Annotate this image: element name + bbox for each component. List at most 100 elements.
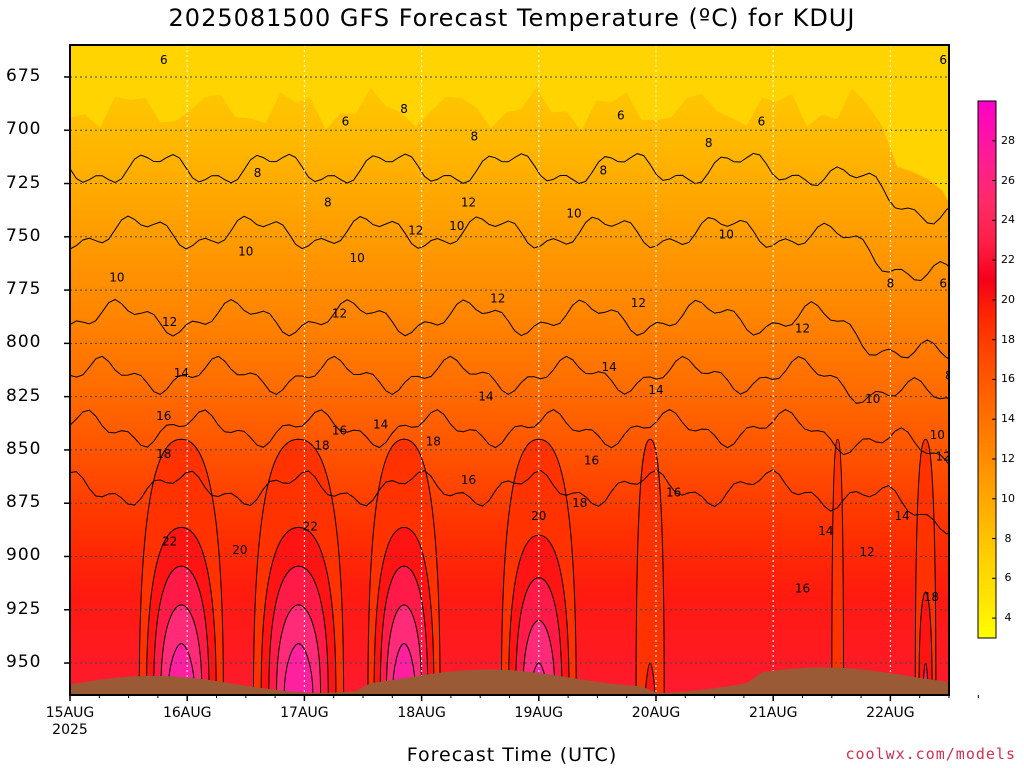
contour-label: 14 bbox=[894, 509, 909, 523]
contour-label: 8 bbox=[400, 102, 408, 116]
contour-label: 18 bbox=[156, 447, 171, 461]
contour-label: 14 bbox=[478, 390, 493, 404]
x-tick-label: 22AUG bbox=[866, 705, 915, 721]
x-tick-label: 20AUG bbox=[631, 705, 681, 721]
contour-label: 14 bbox=[174, 366, 189, 380]
colorbar-label: 8 bbox=[1004, 531, 1012, 545]
warm-core-6-20 bbox=[918, 591, 933, 695]
contour-label: 12 bbox=[859, 545, 874, 559]
contour-label: 6 bbox=[160, 53, 168, 67]
colorbar-label: 24 bbox=[1001, 213, 1015, 227]
contour-label: 6 bbox=[342, 115, 350, 129]
warm-core-4-18 bbox=[635, 438, 665, 695]
y-tick-label: 675 bbox=[6, 65, 42, 86]
warm-core-1-26 bbox=[283, 643, 314, 695]
colorbar-label: 12 bbox=[1001, 452, 1015, 465]
contour-label: 10 bbox=[930, 428, 945, 442]
contour-label: 18 bbox=[924, 590, 939, 604]
contour-label: 8 bbox=[471, 130, 479, 144]
contour-label: 22 bbox=[162, 535, 177, 549]
colorbar-label: 6 bbox=[1004, 571, 1012, 585]
contour-label: 12 bbox=[631, 296, 646, 310]
contour-label: 8 bbox=[887, 277, 895, 291]
contour-label: 6 bbox=[617, 108, 625, 122]
colorbar-label: 26 bbox=[1001, 173, 1015, 187]
contour-label: 20 bbox=[531, 509, 546, 523]
contour-label: 10 bbox=[449, 219, 464, 233]
y-tick-label: 925 bbox=[6, 598, 42, 619]
y-tick-label: 700 bbox=[6, 119, 42, 140]
colorbar-label: 10 bbox=[1001, 491, 1015, 505]
contour-line-8 bbox=[70, 152, 949, 225]
contour-label: 8 bbox=[705, 136, 713, 150]
contour-line-18 bbox=[70, 469, 949, 535]
contour-label: 14 bbox=[988, 648, 1003, 662]
contour-label: 6 bbox=[939, 53, 947, 67]
y-tick-label: 750 bbox=[6, 225, 42, 246]
colorbar-label: 22 bbox=[1001, 253, 1015, 267]
contour-label: 10 bbox=[865, 392, 880, 406]
contour-label: 22 bbox=[303, 520, 318, 534]
colorbar bbox=[977, 100, 997, 639]
contour-label: 12 bbox=[461, 196, 476, 210]
contour-label: 16 bbox=[666, 486, 681, 500]
terrain bbox=[70, 667, 949, 695]
contour-label: 8 bbox=[254, 166, 262, 180]
contour-label: 10 bbox=[349, 251, 364, 265]
contour-label: 8 bbox=[945, 368, 953, 382]
contour-line-14 bbox=[70, 355, 949, 404]
contour-label: 18 bbox=[426, 434, 441, 448]
x-tick-label: 21AUG bbox=[748, 705, 798, 721]
x-tick-label: 19AUG bbox=[514, 705, 564, 721]
contour-label: 12 bbox=[408, 223, 423, 237]
contour-label: 12 bbox=[332, 307, 347, 321]
colorbar-label: 28 bbox=[1001, 133, 1015, 147]
y-tick-label: 800 bbox=[6, 332, 42, 353]
y-tick-label: 900 bbox=[6, 545, 42, 566]
y-tick-label: 725 bbox=[6, 172, 42, 193]
contour-line-10 bbox=[70, 215, 949, 282]
x-axis-title: Forecast Time (UTC) bbox=[406, 744, 618, 766]
contour-label: 12 bbox=[162, 315, 177, 329]
warm-core-5-18 bbox=[831, 438, 845, 695]
y-tick-label: 875 bbox=[6, 492, 42, 513]
colorbar-label: 20 bbox=[1001, 292, 1015, 306]
contour-label: 10 bbox=[566, 206, 581, 220]
chart-title: 2025081500 GFS Forecast Temperature (ºC)… bbox=[168, 4, 856, 32]
contour-label: 6 bbox=[939, 277, 947, 291]
contour-label: 10 bbox=[719, 228, 734, 242]
contour-label: 14 bbox=[818, 524, 833, 538]
contour-label: 12 bbox=[935, 449, 950, 463]
x-tick-label: 16AUG bbox=[162, 705, 212, 721]
colorbar-label: 16 bbox=[1001, 372, 1015, 386]
y-tick-label: 775 bbox=[6, 279, 42, 300]
contour-label: 16 bbox=[461, 473, 476, 487]
year-label: 2025 bbox=[52, 722, 88, 738]
contour-label: 16 bbox=[795, 581, 810, 595]
cold-band bbox=[70, 45, 949, 259]
contour-label: 20 bbox=[232, 543, 247, 557]
contour-label: 14 bbox=[373, 417, 388, 431]
contour-label: 14 bbox=[648, 383, 663, 397]
contour-label: 12 bbox=[795, 321, 810, 335]
x-tick-label: 17AUG bbox=[280, 705, 329, 721]
x-tick-label: 15AUG bbox=[45, 705, 95, 721]
contour-label: 10 bbox=[109, 270, 124, 284]
contour-label: 16 bbox=[332, 424, 347, 438]
contour-line-16 bbox=[70, 408, 949, 466]
contour-label: 10 bbox=[238, 245, 253, 259]
contour-label: 8 bbox=[599, 164, 607, 178]
plot-overlay bbox=[64, 44, 997, 701]
contour-label: 16 bbox=[156, 409, 171, 423]
contour-label: 18 bbox=[572, 496, 587, 510]
credit-link[interactable]: coolwx.com/models bbox=[845, 745, 1016, 763]
contour-label: 12 bbox=[490, 292, 505, 306]
x-tick-label: 18AUG bbox=[397, 705, 446, 721]
colorbar-label: 4 bbox=[1004, 611, 1012, 625]
contour-label: 8 bbox=[324, 196, 332, 210]
contour-label: 14 bbox=[601, 360, 616, 374]
colorbar-label: 18 bbox=[1001, 332, 1015, 346]
